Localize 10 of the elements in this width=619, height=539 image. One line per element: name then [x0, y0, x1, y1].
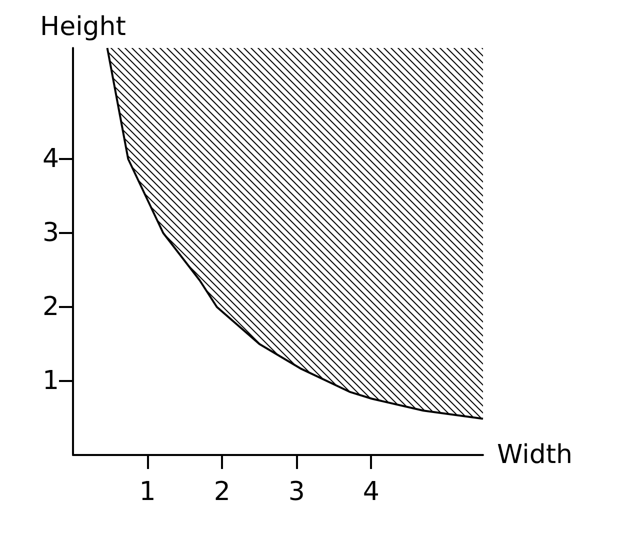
y-tick-label: 2	[42, 292, 59, 322]
x-tick-label: 3	[288, 477, 305, 507]
x-axis-title: Width	[497, 440, 573, 470]
y-tick-label: 3	[42, 218, 59, 248]
x-tick-label: 2	[214, 477, 230, 507]
x-tick-label: 1	[139, 477, 156, 507]
y-axis-title: Height	[40, 12, 126, 42]
y-tick-label: 1	[42, 366, 59, 396]
x-tick-label: 4	[362, 477, 380, 507]
y-tick-label: 4	[42, 144, 59, 174]
